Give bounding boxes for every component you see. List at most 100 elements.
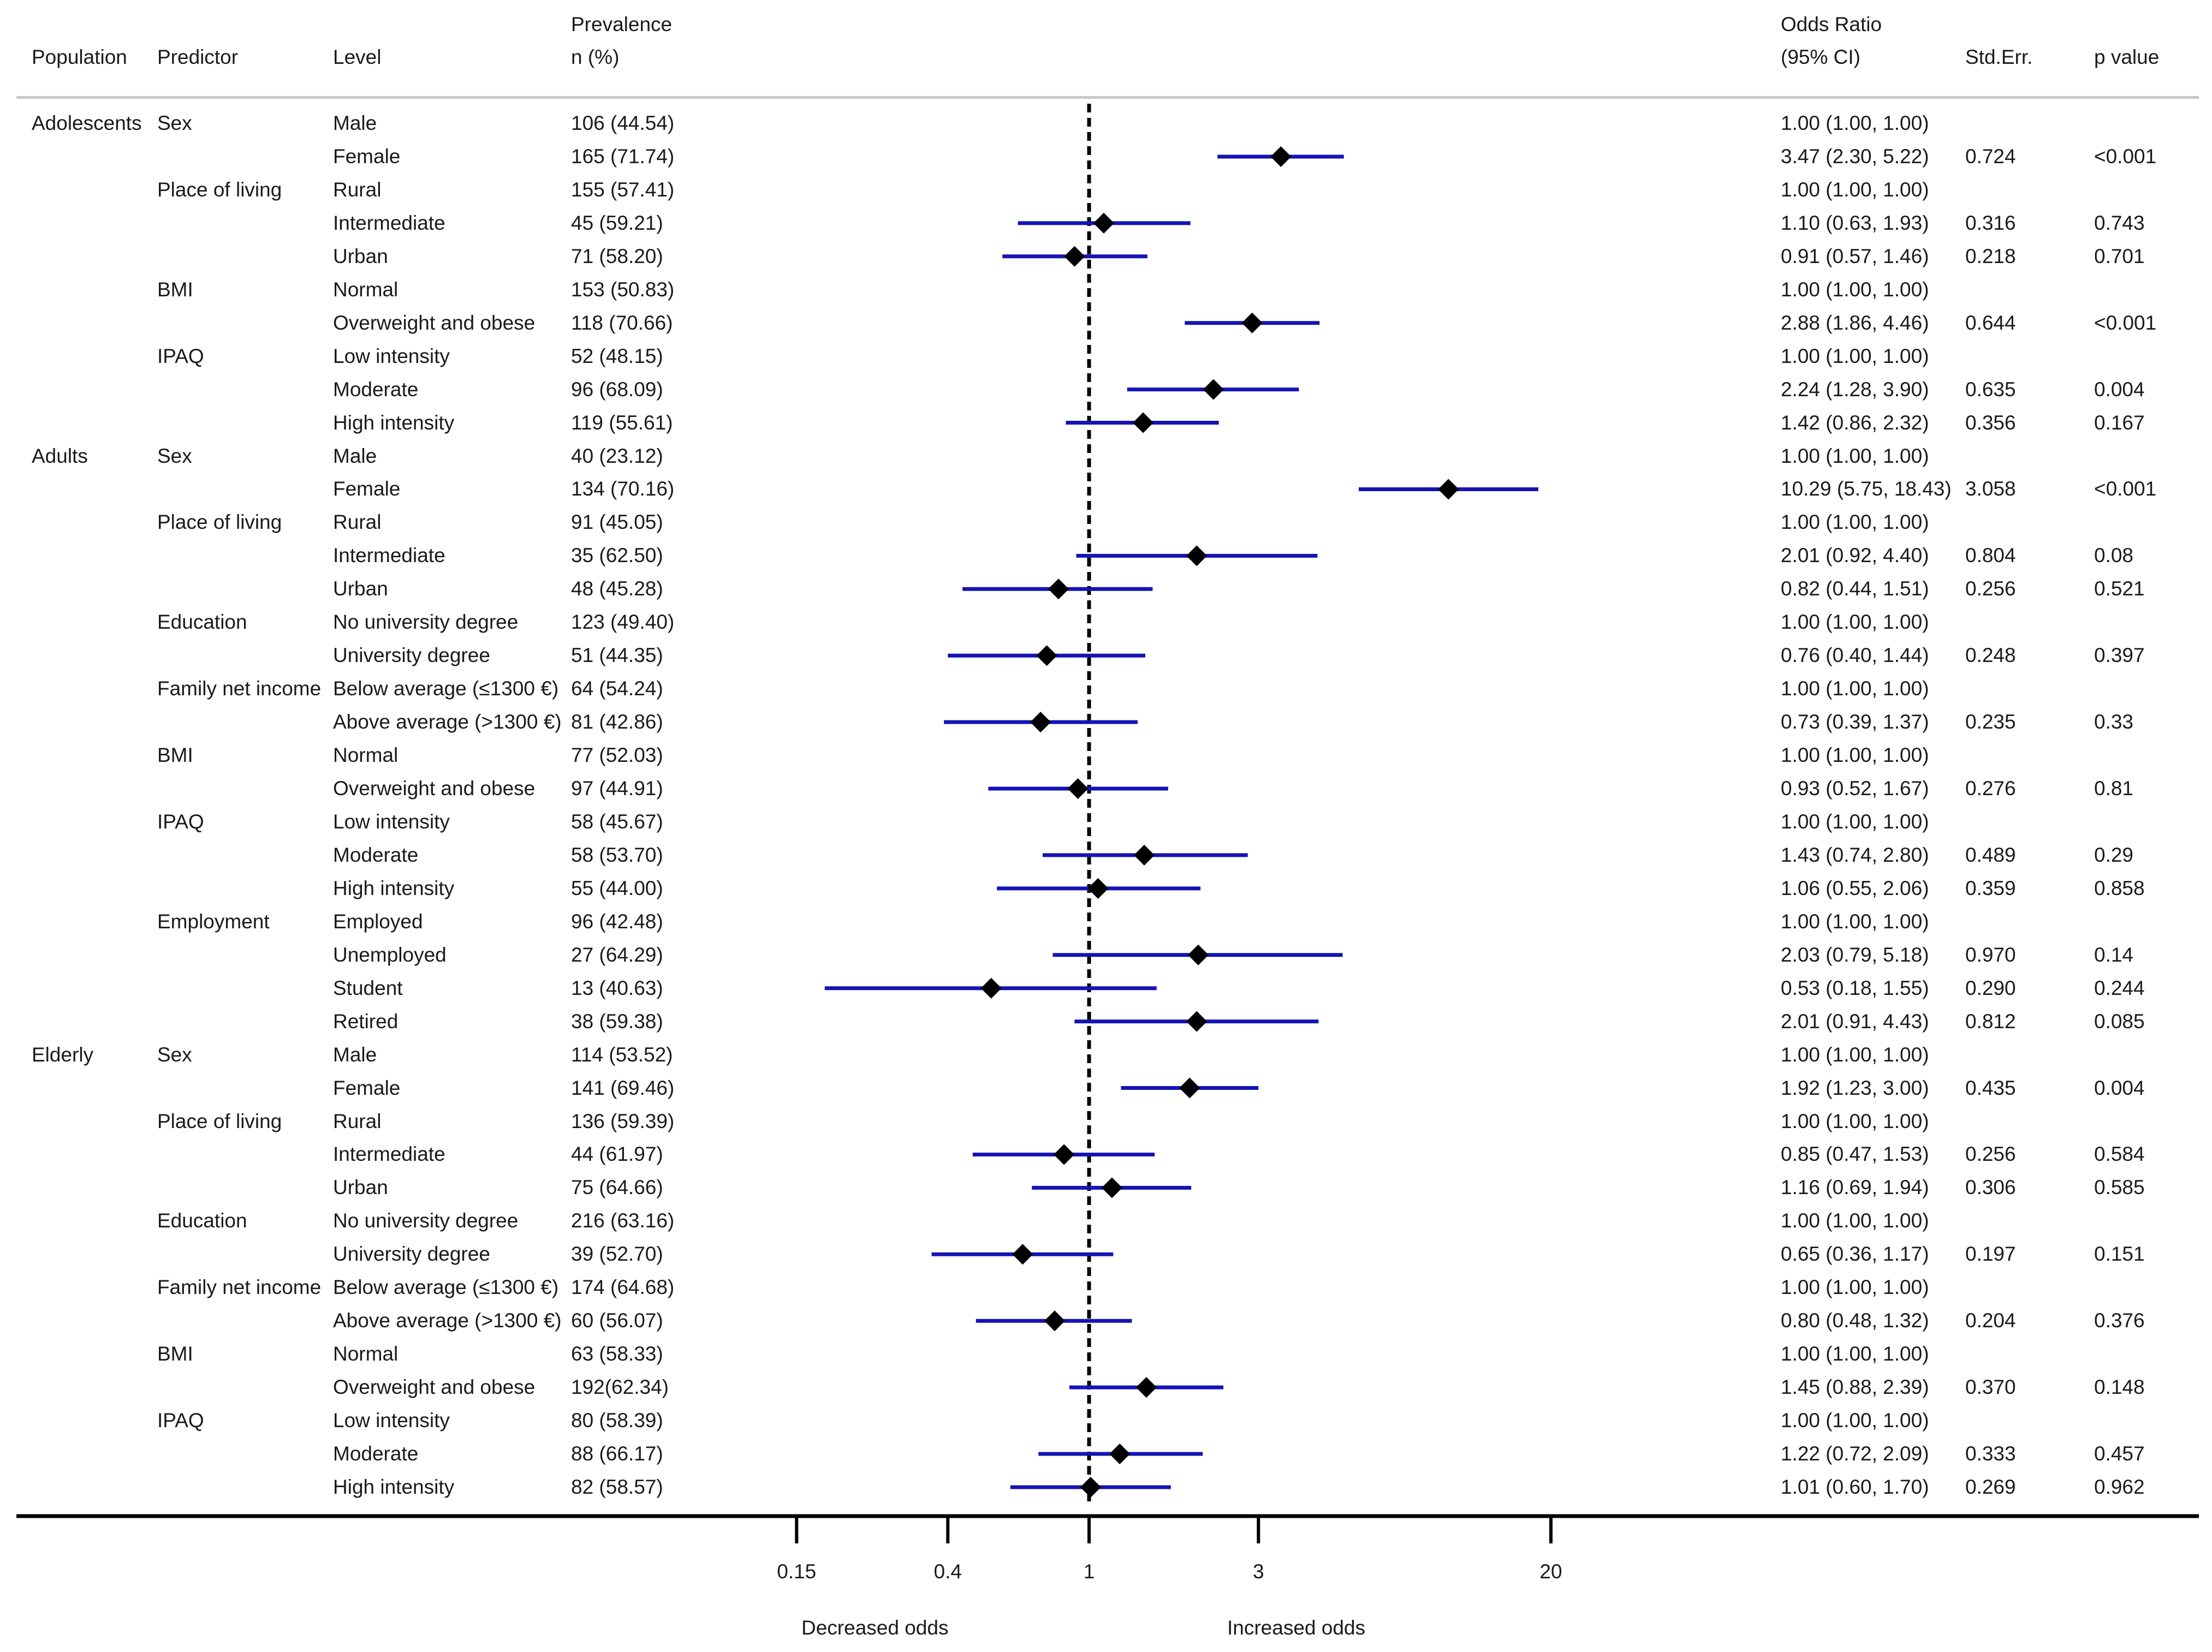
p-value-cell: 0.521: [2094, 577, 2145, 600]
std-err-cell: 0.204: [1965, 1309, 2016, 1332]
level-cell: Above average (>1300 €): [333, 1309, 562, 1332]
level-cell: Low intensity: [333, 344, 450, 367]
prevalence-cell: 141 (69.46): [571, 1076, 675, 1099]
prevalence-cell: 75 (64.66): [571, 1176, 663, 1199]
prevalence-cell: 58 (53.70): [571, 843, 663, 866]
prevalence-cell: 136 (59.39): [571, 1110, 675, 1132]
prevalence-cell: 106 (44.54): [571, 112, 675, 134]
level-cell: Low intensity: [333, 810, 450, 833]
prevalence-cell: 48 (45.28): [571, 577, 663, 600]
predictor-cell: Employment: [157, 910, 270, 933]
odds-ratio-cell: 2.88 (1.86, 4.46): [1781, 311, 1929, 334]
odds-ratio-cell: 1.42 (0.86, 2.32): [1781, 411, 1929, 434]
level-cell: Moderate: [333, 378, 419, 401]
odds-ratio-marker: [1101, 1177, 1122, 1198]
odds-ratio-cell: 1.00 (1.00, 1.00): [1781, 1043, 1929, 1066]
increased-odds-label: Increased odds: [1227, 1617, 1366, 1639]
p-value-cell: 0.33: [2094, 711, 2134, 733]
odds-ratio-cell: 1.92 (1.23, 3.00): [1781, 1076, 1929, 1099]
p-value-cell: 0.457: [2094, 1442, 2145, 1465]
level-cell: Female: [333, 1076, 401, 1099]
odds-ratio-cell: 0.85 (0.47, 1.53): [1781, 1143, 1929, 1166]
p-value-cell: <0.001: [2094, 311, 2157, 334]
prevalence-cell: 58 (45.67): [571, 810, 663, 833]
p-value-cell: 0.167: [2094, 411, 2145, 434]
odds-ratio-marker: [1054, 1144, 1075, 1165]
odds-ratio-marker: [1093, 212, 1114, 234]
predictor-cell: IPAQ: [157, 344, 204, 367]
odds-ratio-cell: 1.00 (1.00, 1.00): [1781, 112, 1929, 134]
prevalence-cell: 55 (44.00): [571, 876, 663, 899]
std-err-cell: 3.058: [1965, 478, 2016, 500]
prevalence-cell: 82 (58.57): [571, 1475, 663, 1498]
odds-ratio-cell: 1.00 (1.00, 1.00): [1781, 1343, 1929, 1365]
odds-ratio-cell: 3.47 (2.30, 5.22): [1781, 145, 1929, 168]
odds-ratio-cell: 1.06 (0.55, 2.06): [1781, 876, 1929, 899]
level-cell: Above average (>1300 €): [333, 711, 562, 733]
level-cell: Normal: [333, 278, 399, 301]
odds-ratio-cell: 1.00 (1.00, 1.00): [1781, 677, 1929, 700]
odds-ratio-marker: [1087, 878, 1109, 899]
level-cell: Male: [333, 1043, 377, 1066]
prevalence-cell: 13 (40.63): [571, 976, 663, 999]
odds-ratio-cell: 1.00 (1.00, 1.00): [1781, 611, 1929, 634]
predictor-cell: Sex: [157, 1043, 192, 1066]
odds-ratio-marker: [1080, 1476, 1101, 1498]
population-cell: Adults: [32, 444, 88, 467]
odds-ratio-marker: [980, 977, 1002, 999]
prevalence-cell: 96 (68.09): [571, 378, 663, 401]
odds-ratio-cell: 1.00 (1.00, 1.00): [1781, 810, 1929, 833]
level-cell: Student: [333, 976, 403, 999]
level-cell: Normal: [333, 1343, 399, 1365]
level-cell: Overweight and obese: [333, 311, 536, 334]
p-value-cell: 0.584: [2094, 1143, 2145, 1166]
odds-ratio-marker: [1186, 1011, 1208, 1032]
std-err-cell: 0.804: [1965, 544, 2016, 567]
p-value-cell: 0.148: [2094, 1376, 2145, 1399]
odds-ratio-cell: 0.91 (0.57, 1.46): [1781, 244, 1929, 267]
level-cell: Below average (≤1300 €): [333, 1276, 559, 1299]
std-err-cell: 0.644: [1965, 311, 2016, 334]
header-odds-ratio: Odds Ratio: [1781, 13, 1882, 35]
odds-ratio-marker: [1135, 1377, 1157, 1398]
odds-ratio-marker: [1044, 1310, 1065, 1332]
level-cell: Intermediate: [333, 1143, 445, 1166]
level-cell: Overweight and obese: [333, 777, 536, 800]
std-err-cell: 0.333: [1965, 1442, 2016, 1465]
std-err-cell: 0.812: [1965, 1010, 2016, 1033]
prevalence-cell: 153 (50.83): [571, 278, 675, 301]
odds-ratio-cell: 1.45 (0.88, 2.39): [1781, 1376, 1929, 1399]
header-prevalence-unit: n (%): [571, 46, 620, 68]
prevalence-cell: 35 (62.50): [571, 544, 663, 567]
prevalence-cell: 51 (44.35): [571, 644, 663, 667]
prevalence-cell: 118 (70.66): [571, 311, 673, 334]
std-err-cell: 0.256: [1965, 577, 2016, 600]
odds-ratio-marker: [1186, 545, 1208, 566]
predictor-cell: Family net income: [157, 677, 322, 700]
odds-ratio-cell: 2.03 (0.79, 5.18): [1781, 943, 1929, 966]
p-value-cell: 0.151: [2094, 1243, 2145, 1266]
level-cell: High intensity: [333, 876, 455, 899]
header-std-err: Std.Err.: [1965, 46, 2033, 68]
level-cell: Rural: [333, 1110, 382, 1132]
predictor-cell: IPAQ: [157, 810, 204, 833]
prevalence-cell: 39 (52.70): [571, 1243, 663, 1266]
predictor-cell: Place of living: [157, 1110, 282, 1132]
odds-ratio-marker: [1064, 246, 1085, 267]
prevalence-cell: 27 (64.29): [571, 943, 663, 966]
level-cell: Employed: [333, 910, 423, 933]
prevalence-cell: 64 (54.24): [571, 677, 663, 700]
predictor-cell: Education: [157, 611, 247, 634]
level-cell: Rural: [333, 511, 382, 534]
std-err-cell: 0.235: [1965, 711, 2016, 733]
p-value-cell: 0.085: [2094, 1010, 2145, 1033]
level-cell: Female: [333, 478, 401, 500]
p-value-cell: 0.743: [2094, 211, 2145, 234]
odds-ratio-marker: [1134, 844, 1155, 866]
predictor-cell: BMI: [157, 744, 193, 767]
p-value-cell: 0.81: [2094, 777, 2134, 800]
std-err-cell: 0.724: [1965, 145, 2016, 168]
prevalence-cell: 60 (56.07): [571, 1309, 663, 1332]
odds-ratio-cell: 1.00 (1.00, 1.00): [1781, 511, 1929, 534]
